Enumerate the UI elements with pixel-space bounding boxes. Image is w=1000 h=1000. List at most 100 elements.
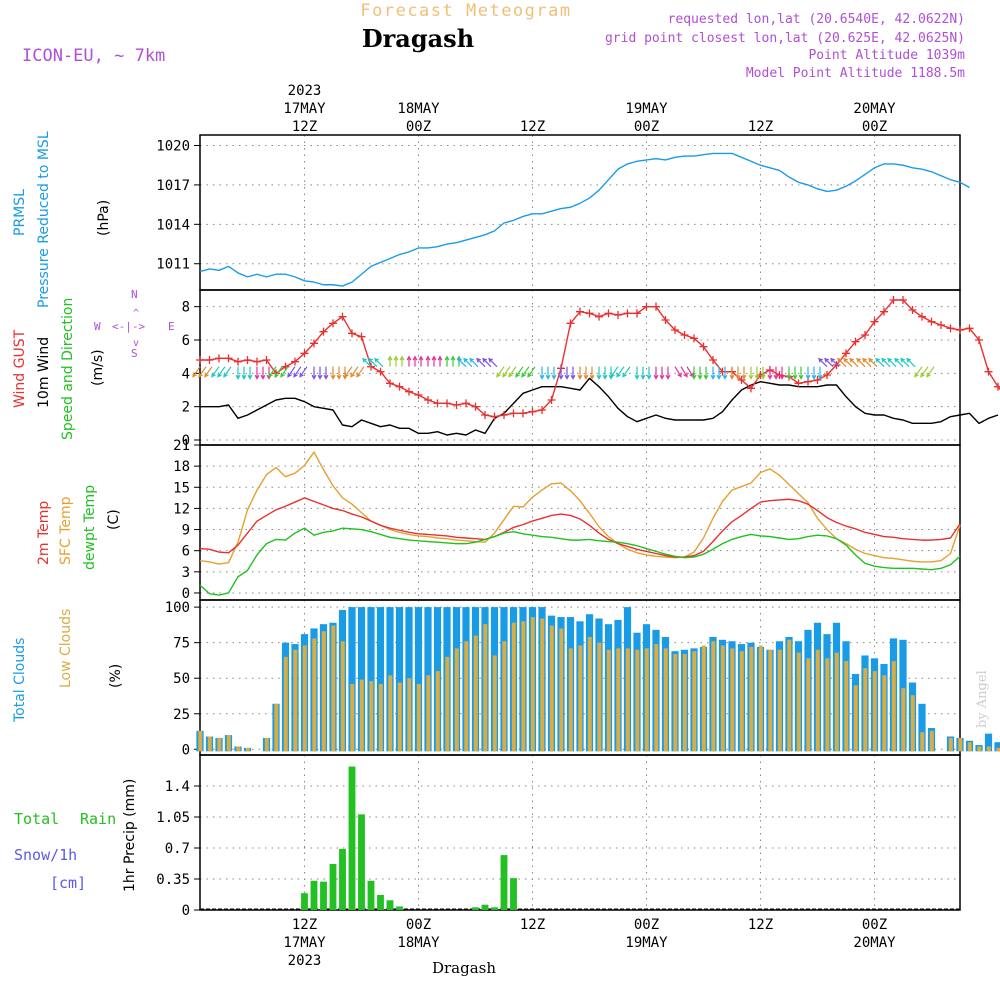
snow-label: Snow/1h [14, 846, 77, 864]
wind-direction-arrow [330, 366, 336, 380]
wind-gust-marker [357, 332, 366, 341]
low-clouds-bar [302, 645, 307, 752]
wind-direction-arrow [437, 355, 443, 367]
wind-direction-arrow [665, 366, 671, 380]
bottom-time-label: 20MAY [853, 935, 896, 951]
watermark: by Angel [975, 670, 990, 728]
t2m-line [199, 497, 961, 558]
wind-gust-marker [310, 339, 318, 348]
wind-gust-marker [433, 399, 442, 408]
low-clouds-bar [483, 624, 488, 752]
wind-direction-arrow [805, 366, 811, 380]
low-clouds-bar [787, 639, 792, 752]
clouds-ytick-label: 25 [173, 707, 190, 723]
wind-gust-marker [984, 367, 993, 376]
wind-direction-arrow [393, 355, 399, 367]
low-clouds-bar [891, 661, 896, 752]
wind-direction-arrow [583, 366, 589, 380]
low-clouds-bar [815, 649, 820, 752]
wind-direction-arrow [602, 366, 608, 380]
wind-direction-arrow [293, 366, 302, 378]
wind-direction-arrow [457, 357, 467, 368]
top-time-label: 2023 [288, 83, 322, 99]
top-time-label: 00Z [634, 119, 659, 135]
wind-direction-arrow [634, 366, 640, 380]
wind-direction-arrow [754, 366, 760, 380]
wind-direction-arrow [399, 355, 405, 367]
wind-direction-arrow [786, 366, 792, 380]
wind-gust-marker [994, 382, 1000, 391]
wind-ytick-label: 8 [182, 300, 190, 316]
point-altitude: Point Altitude 1039m [808, 48, 965, 63]
temperature-ytick-label: 18 [173, 459, 190, 475]
wind-gust-marker [234, 357, 242, 366]
wind-gust-marker [661, 316, 670, 324]
top-time-label: 19MAY [625, 101, 668, 117]
wind-gust-marker [652, 302, 660, 311]
wind-direction-arrow [849, 357, 859, 368]
plot-area: 1011101410171020024680369121518210255075… [156, 83, 1000, 969]
wind-gust-marker [538, 406, 546, 414]
wind-direction-arrow [875, 357, 885, 368]
rain-bar [301, 893, 308, 910]
low-clouds-bar [407, 678, 412, 752]
wind-direction-arrow [735, 366, 741, 380]
prmsl-label: PRMSL [12, 189, 28, 236]
wind-gust-marker [215, 354, 223, 363]
wind-gust-marker [471, 402, 480, 411]
compass-glyph: <-|-> [112, 320, 145, 333]
cloud-unit-label: (%) [108, 664, 124, 688]
wind-direction-arrow [482, 357, 492, 368]
low-clouds-bar [264, 737, 269, 752]
rain-bar [348, 766, 356, 910]
low-clouds-bar [777, 649, 782, 752]
wind-gust-marker [851, 337, 860, 346]
low-clouds-bar [701, 645, 706, 752]
wind-gust-marker [509, 409, 518, 418]
bottom-time-label: 18MAY [397, 935, 440, 951]
wind-direction-arrow [596, 366, 602, 380]
wind-gust-marker [386, 379, 394, 388]
precipitation-ytick-label: 0 [182, 903, 190, 919]
low-clouds-bar [454, 648, 459, 752]
wind-direction-arrow [779, 366, 785, 380]
wind-gust-marker [709, 356, 717, 364]
low-clouds-bar [274, 703, 279, 752]
low-clouds-bar [245, 747, 250, 752]
low-clouds-bar [692, 651, 697, 752]
wind-direction-arrow [830, 357, 840, 368]
low-clouds-bar [872, 671, 877, 752]
low-clouds-label: Low Clouds [58, 609, 74, 688]
temperature-ytick-label: 6 [182, 544, 190, 560]
wind-direction-arrow [653, 366, 659, 380]
wind-gust-marker [405, 387, 413, 396]
wind-direction-arrow [748, 366, 754, 380]
wind-direction-arrow [767, 366, 773, 380]
pressure-ytick-label: 1020 [156, 139, 190, 155]
wind-gust-marker [481, 411, 489, 419]
top-time-label: 12Z [748, 119, 773, 135]
wind-direction-arrow [323, 366, 329, 380]
wind-direction-arrow [217, 366, 226, 378]
wind-direction-arrow [691, 366, 697, 380]
wind-dir-label: Speed and Direction [60, 298, 76, 440]
wind-direction-arrow [837, 357, 847, 368]
total-clouds-bar [918, 703, 926, 752]
wind-gust-marker [880, 307, 888, 316]
wind-direction-arrow [280, 366, 289, 378]
wind-direction-arrow [760, 366, 766, 380]
low-clouds-bar [635, 649, 640, 752]
low-clouds-bar [901, 688, 906, 752]
low-clouds-bar [416, 683, 421, 752]
rain-bar [329, 863, 337, 910]
bottom-time-label: 12Z [292, 917, 317, 933]
low-clouds-bar [530, 617, 535, 752]
low-clouds-bar [606, 649, 611, 752]
precipitation-ytick-label: 1.05 [156, 810, 190, 826]
low-clouds-bar [853, 685, 858, 752]
low-clouds-bar [616, 648, 621, 752]
total-clouds-bar [395, 607, 404, 752]
low-clouds-bar [226, 735, 231, 752]
station-title: Dragash [362, 24, 474, 53]
low-clouds-bar [654, 644, 659, 752]
